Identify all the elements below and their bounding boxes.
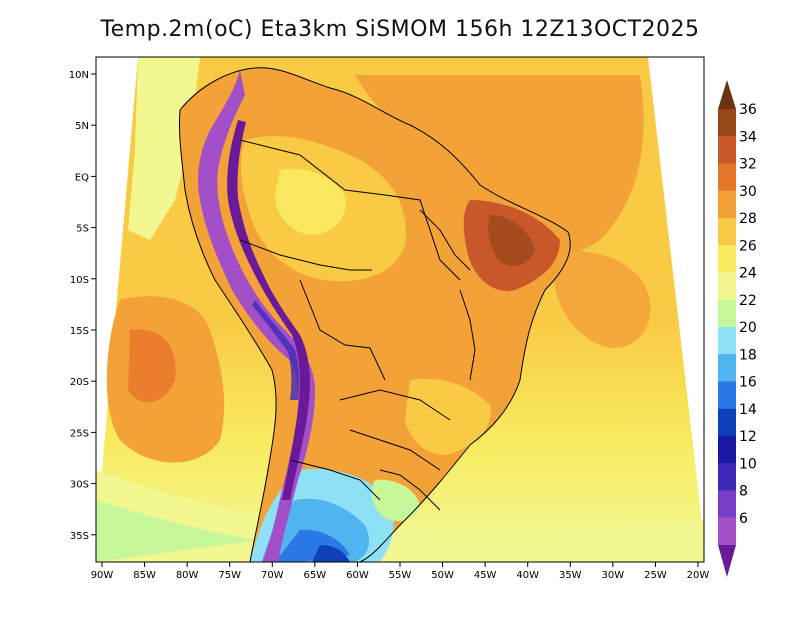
colorbar-swatch <box>718 218 736 246</box>
colorbar-swatch <box>718 163 736 192</box>
colorbar-label: 8 <box>739 484 748 500</box>
lat-tick-label: 10S <box>70 275 89 286</box>
colorbar-swatch <box>718 245 736 273</box>
lat-tick-label: 10N <box>69 70 89 81</box>
colorbar-label: 30 <box>739 184 757 200</box>
colorbar-label: 34 <box>739 129 757 145</box>
colorbar-swatch <box>718 109 736 137</box>
lat-axis: 10N 5N EQ 5S 10S 15S 20S 25S 30S 35S <box>69 70 96 542</box>
colorbar-swatch <box>718 354 736 382</box>
colorbar-swatch <box>718 190 736 219</box>
colorbar-label: 12 <box>739 429 757 445</box>
lon-tick-label: 65W <box>304 570 327 581</box>
lon-tick-label: 45W <box>474 570 497 581</box>
lon-tick-label: 20W <box>687 570 710 581</box>
lon-tick-label: 40W <box>516 570 539 581</box>
colorbar-swatch <box>718 381 736 410</box>
colorbar-swatch <box>718 299 736 328</box>
colorbar-label: 24 <box>739 266 757 282</box>
map-title: Temp.2m(oC) Eta3km SiSMOM 156h 12Z13OCT2… <box>100 17 700 42</box>
lat-tick-label: 20S <box>70 377 89 388</box>
colorbar-label: 32 <box>739 157 757 173</box>
colorbar-label: 28 <box>739 211 757 227</box>
colorbar-swatch <box>718 327 736 355</box>
lat-tick-label: 35S <box>70 531 89 542</box>
map-field <box>96 57 704 562</box>
atlantic-warm <box>355 75 644 255</box>
country-borders <box>178 67 571 562</box>
colorbar-swatch <box>718 517 736 546</box>
lon-tick-label: 70W <box>261 570 284 581</box>
colorbar-label: 16 <box>739 375 757 391</box>
lon-tick-label: 60W <box>346 570 369 581</box>
colorbar-swatch <box>718 490 736 519</box>
lon-tick-label: 35W <box>559 570 582 581</box>
colorbar-swatch <box>718 436 736 464</box>
lat-tick-label: 15S <box>70 326 89 337</box>
colorbar-label: 26 <box>739 238 757 254</box>
colorbar-swatch <box>718 463 736 491</box>
lon-tick-label: 90W <box>91 570 114 581</box>
lat-tick-label: 30S <box>70 480 89 491</box>
lon-axis: 90W 85W 80W 75W 70W 65W 60W 55W 50W 45W 40W 35W 30W 2… <box>91 562 710 581</box>
colorbar-swatch <box>718 272 736 301</box>
colorbar-bottom-arrow <box>718 545 736 577</box>
lon-tick-label: 30W <box>602 570 625 581</box>
lon-tick-label: 75W <box>218 570 241 581</box>
colorbar-label: 20 <box>739 320 757 336</box>
lat-tick-label: 5S <box>76 224 89 235</box>
colorbar-swatch <box>718 408 736 437</box>
colorbar-label: 14 <box>739 402 757 418</box>
lon-tick-label: 80W <box>176 570 199 581</box>
lon-tick-label: 55W <box>389 570 412 581</box>
lon-tick-label: 50W <box>431 570 454 581</box>
colorbar-label: 10 <box>739 456 757 472</box>
lon-tick-label: 25W <box>644 570 667 581</box>
pacific-cool-band <box>128 57 200 240</box>
colorbar-label: 6 <box>739 511 748 527</box>
andes-cold-spine <box>198 70 315 562</box>
colorbar-swatch <box>718 136 736 164</box>
colorbar-label: 22 <box>739 293 757 309</box>
colorbar: 36 34 32 30 28 26 24 22 20 18 16 14 12 10 8 6 <box>718 80 757 577</box>
lat-tick-label: 5N <box>75 121 89 132</box>
lat-tick-label: 25S <box>70 428 89 439</box>
colorbar-label: 36 <box>739 102 757 118</box>
colorbar-label: 18 <box>739 347 757 363</box>
lat-tick-label: EQ <box>75 172 89 183</box>
colorbar-top-arrow <box>718 80 736 109</box>
lon-tick-label: 85W <box>133 570 156 581</box>
